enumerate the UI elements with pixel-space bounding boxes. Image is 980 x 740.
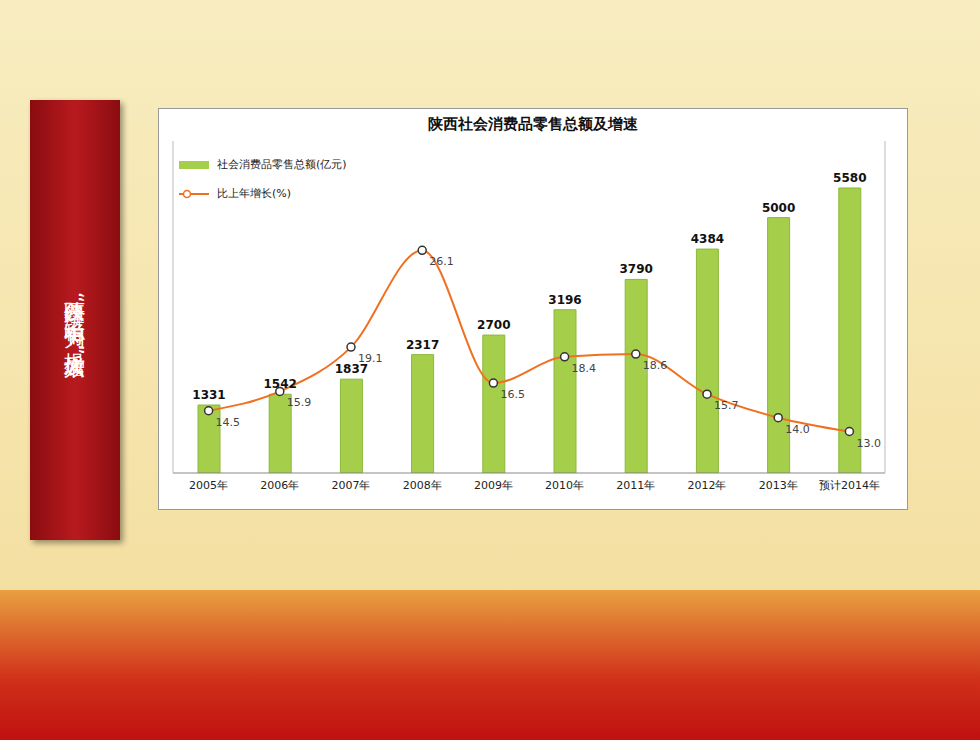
svg-text:1837: 1837	[334, 362, 369, 377]
svg-text:18.4: 18.4	[572, 362, 597, 375]
svg-text:1542: 1542	[263, 377, 296, 391]
svg-text:2011年: 2011年	[616, 479, 655, 492]
svg-text:2008年: 2008年	[403, 479, 442, 492]
html-text:陕西经济“稳中有为、提质增效”: 陕西经济“稳中有为、提质增效”	[63, 283, 87, 357]
svg-text:14.0: 14.0	[785, 423, 810, 436]
svg-text:26.1: 26.1	[429, 255, 454, 268]
svg-text:2012年: 2012年	[688, 479, 727, 492]
svg-text:13.0: 13.0	[856, 437, 881, 450]
svg-text:2317: 2317	[406, 338, 439, 352]
svg-text:2010年: 2010年	[545, 479, 584, 492]
svg-text:5580: 5580	[833, 171, 866, 185]
html-text:社会消费品零售总额(亿元): 社会消费品零售总额(亿元)	[217, 158, 347, 171]
svg-text:3196: 3196	[548, 293, 581, 307]
svg-text:5000: 5000	[762, 201, 795, 215]
svg-text:16.5: 16.5	[500, 388, 525, 401]
svg-text:预计2014年: 预计2014年	[819, 479, 880, 492]
svg-text:2005年: 2005年	[189, 479, 228, 492]
svg-text:2013年: 2013年	[759, 479, 798, 492]
svg-text:15.7: 15.7	[714, 399, 739, 412]
html-text:比上年增长(%): 比上年增长(%)	[217, 187, 291, 200]
svg-text:18.6: 18.6	[643, 359, 668, 372]
svg-text:14.5: 14.5	[216, 416, 241, 429]
svg-text:2700: 2700	[477, 318, 510, 332]
svg-text:15.9: 15.9	[287, 396, 312, 409]
html-text:陕西社会消费品零售总额及增速: 陕西社会消费品零售总额及增速	[428, 115, 638, 133]
svg-text:4384: 4384	[691, 232, 724, 246]
svg-text:2009年: 2009年	[474, 479, 513, 492]
svg-text:3790: 3790	[619, 262, 652, 276]
svg-text:1331: 1331	[192, 388, 225, 402]
svg-text:2006年: 2006年	[260, 479, 299, 492]
svg-text:19.1: 19.1	[358, 352, 383, 365]
svg-text:2007年: 2007年	[332, 479, 371, 492]
